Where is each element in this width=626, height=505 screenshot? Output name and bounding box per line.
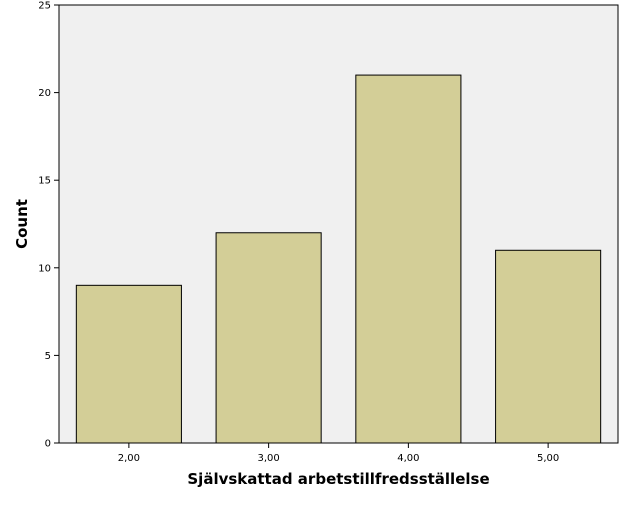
bar-series bbox=[75, 74, 602, 444]
x-tick-label: 3,00 bbox=[257, 453, 279, 464]
y-axis-title: Count bbox=[13, 199, 31, 249]
y-tick-label: 0 bbox=[45, 439, 51, 450]
y-tick-label: 25 bbox=[38, 1, 51, 12]
bar-5,00 bbox=[495, 249, 602, 444]
y-tick-label: 20 bbox=[38, 88, 51, 99]
y-axis-ticks: 0 5 10 15 20 25 bbox=[38, 1, 59, 450]
x-axis-title: Självskattad arbetstillfredsställelse bbox=[187, 470, 489, 488]
x-axis-ticks: 2,00 3,00 4,00 5,00 bbox=[118, 443, 559, 464]
y-tick-label: 5 bbox=[45, 351, 51, 362]
x-tick-label: 4,00 bbox=[397, 453, 419, 464]
bar-2,00 bbox=[75, 284, 182, 444]
bar-4,00 bbox=[355, 74, 462, 444]
x-tick-label: 2,00 bbox=[118, 453, 140, 464]
bar-3,00 bbox=[215, 232, 322, 444]
x-tick-label: 5,00 bbox=[537, 453, 559, 464]
y-tick-label: 15 bbox=[38, 176, 51, 187]
y-tick-label: 10 bbox=[38, 263, 51, 274]
